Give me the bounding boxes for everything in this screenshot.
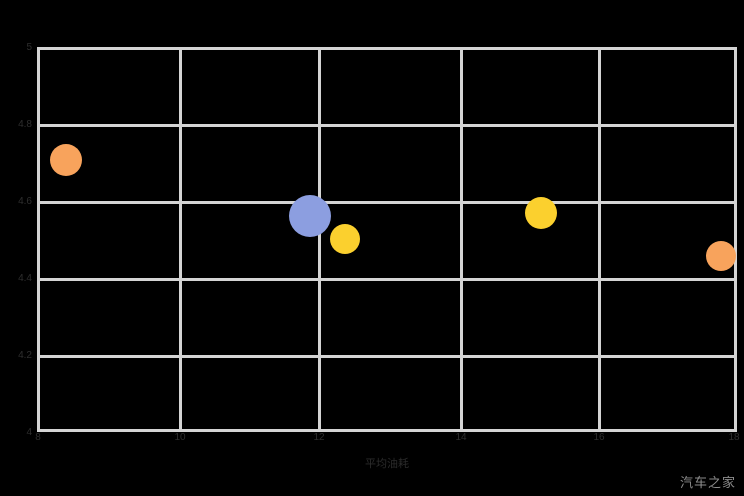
y-axis-tick-label: 4.8 — [18, 119, 32, 130]
x-axis-tick-label: 10 — [174, 432, 186, 443]
y-axis-tick-label: 4.2 — [18, 350, 32, 361]
gridline-horizontal — [37, 278, 737, 281]
y-axis-tick-label: 4.4 — [18, 273, 32, 284]
gridline-vertical — [318, 47, 321, 432]
y-axis-tick-label: 5 — [26, 42, 32, 53]
gridline-horizontal — [37, 124, 737, 127]
data-point[interactable] — [525, 197, 557, 229]
gridline-vertical — [598, 47, 601, 432]
data-point[interactable] — [50, 144, 82, 176]
gridline-horizontal — [37, 429, 737, 432]
data-point[interactable] — [289, 195, 331, 237]
x-axis-tick-label: 18 — [728, 432, 740, 443]
gridline-vertical — [734, 47, 737, 432]
gridline-vertical — [37, 47, 40, 432]
gridline-horizontal — [37, 355, 737, 358]
y-axis-tick-label: 4.6 — [18, 196, 32, 207]
gridline-vertical — [179, 47, 182, 432]
data-point[interactable] — [706, 241, 736, 271]
y-axis-tick-label: 4 — [26, 427, 32, 438]
gridline-horizontal — [37, 201, 737, 204]
gridline-vertical — [460, 47, 463, 432]
x-axis-title: 平均油耗 — [365, 458, 409, 470]
x-axis-tick-label: 16 — [593, 432, 605, 443]
x-axis-tick-label: 12 — [313, 432, 325, 443]
plot-area — [37, 47, 737, 432]
data-point[interactable] — [330, 224, 360, 254]
x-axis-tick-label: 8 — [35, 432, 41, 443]
x-axis-tick-label: 14 — [455, 432, 467, 443]
watermark: 汽车之家 — [679, 475, 736, 490]
gridline-horizontal — [37, 47, 737, 50]
